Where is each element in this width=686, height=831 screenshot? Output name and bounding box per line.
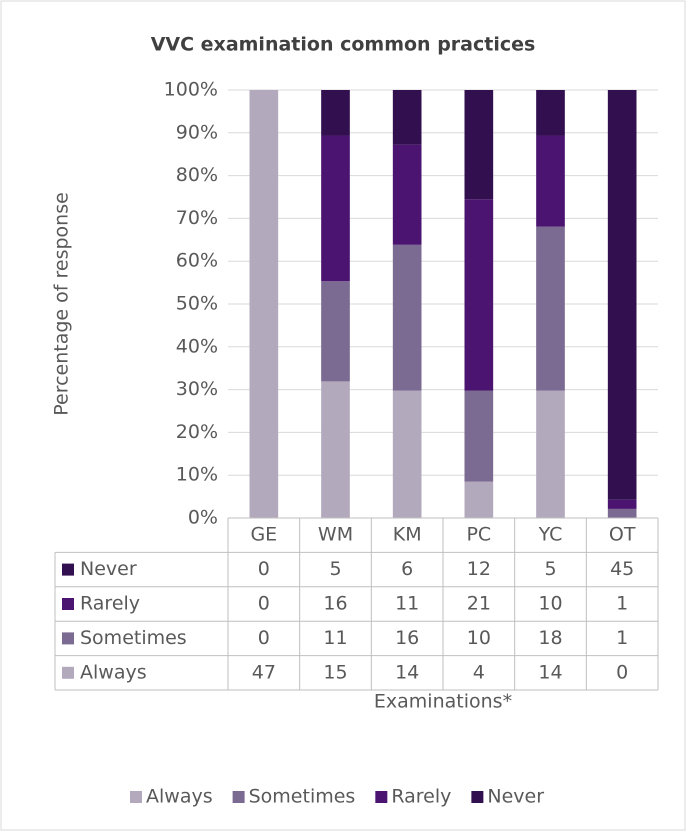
chart-title: VVC examination common practices bbox=[151, 34, 536, 56]
x-tick-label: PC bbox=[466, 524, 491, 546]
table-value: 16 bbox=[395, 627, 419, 649]
y-tick-label: 70% bbox=[176, 207, 218, 229]
y-tick-label: 10% bbox=[176, 464, 218, 486]
legend-label: Sometimes bbox=[249, 786, 356, 808]
legend-label: Rarely bbox=[391, 786, 451, 808]
table-series-label: Rarely bbox=[80, 593, 140, 615]
y-tick-label: 90% bbox=[176, 121, 218, 143]
bar-segment bbox=[536, 226, 565, 391]
table-value: 4 bbox=[473, 661, 485, 683]
table-legend-key bbox=[62, 598, 74, 610]
table-value: 0 bbox=[258, 593, 270, 615]
table-value: 15 bbox=[323, 661, 347, 683]
bar-segment bbox=[392, 90, 422, 145]
y-axis-title: Percentage of response bbox=[51, 192, 73, 416]
table-value: 45 bbox=[610, 558, 634, 580]
bar-segment bbox=[321, 90, 350, 136]
x-tick-label: WM bbox=[318, 524, 353, 546]
bar-segment bbox=[321, 381, 350, 518]
table-legend-key bbox=[62, 563, 74, 576]
legend-label: Never bbox=[487, 786, 544, 808]
legend-key bbox=[232, 791, 245, 803]
bar-segment bbox=[392, 144, 422, 245]
table-series-label: Never bbox=[80, 558, 137, 580]
table-series-label: Always bbox=[80, 661, 147, 683]
bar-segment bbox=[464, 390, 494, 482]
table-value: 47 bbox=[252, 661, 276, 683]
table-value: 11 bbox=[395, 593, 419, 615]
legend-label: Always bbox=[146, 786, 213, 808]
bar-segment bbox=[464, 90, 494, 200]
x-tick-label: GE bbox=[250, 524, 277, 546]
table-value: 21 bbox=[467, 593, 491, 615]
bar-segment bbox=[392, 244, 422, 391]
table-value: 1 bbox=[616, 627, 628, 649]
y-tick-label: 50% bbox=[176, 293, 218, 315]
table-value: 0 bbox=[258, 627, 270, 649]
table-value: 0 bbox=[616, 661, 628, 683]
table-value: 1 bbox=[616, 593, 628, 615]
table-value: 6 bbox=[401, 558, 413, 580]
table-legend-key bbox=[62, 666, 74, 679]
y-tick-label: 60% bbox=[176, 250, 218, 272]
legend-key bbox=[375, 791, 388, 803]
y-tick-label: 100% bbox=[164, 79, 218, 101]
y-tick-label: 0% bbox=[188, 507, 218, 529]
y-tick-label: 40% bbox=[176, 335, 218, 357]
bar-segment bbox=[536, 135, 565, 227]
bar-segment bbox=[536, 390, 565, 518]
bar-segment bbox=[392, 390, 422, 518]
x-axis-title: Examinations* bbox=[374, 691, 512, 713]
table-legend-key bbox=[62, 632, 74, 645]
bar-segment bbox=[536, 90, 565, 136]
x-tick-label: YC bbox=[538, 524, 563, 546]
table-value: 5 bbox=[329, 558, 341, 580]
bar-segment bbox=[321, 281, 350, 382]
bar-segment bbox=[321, 135, 350, 282]
table-value: 18 bbox=[538, 627, 562, 649]
bar-segment bbox=[607, 508, 637, 518]
y-tick-label: 30% bbox=[176, 378, 218, 400]
y-tick-label: 20% bbox=[176, 421, 218, 443]
legend-key bbox=[471, 791, 484, 803]
bar-segment bbox=[464, 199, 494, 391]
table-value: 10 bbox=[467, 627, 491, 649]
table-value: 11 bbox=[323, 627, 347, 649]
y-tick-label: 80% bbox=[176, 164, 218, 186]
table-value: 0 bbox=[258, 558, 270, 580]
bar-segment bbox=[249, 90, 279, 518]
table-value: 16 bbox=[323, 593, 347, 615]
table-value: 10 bbox=[538, 593, 562, 615]
table-value: 5 bbox=[544, 558, 556, 580]
x-tick-label: OT bbox=[609, 524, 636, 546]
bar-segment bbox=[607, 90, 637, 500]
table-value: 14 bbox=[538, 661, 562, 683]
legend-key bbox=[130, 791, 142, 803]
table-series-label: Sometimes bbox=[80, 627, 187, 649]
bar-segment bbox=[464, 481, 494, 518]
bar-segment bbox=[607, 499, 637, 509]
x-tick-label: KM bbox=[393, 524, 422, 546]
table-value: 12 bbox=[467, 558, 491, 580]
table-value: 14 bbox=[395, 661, 419, 683]
